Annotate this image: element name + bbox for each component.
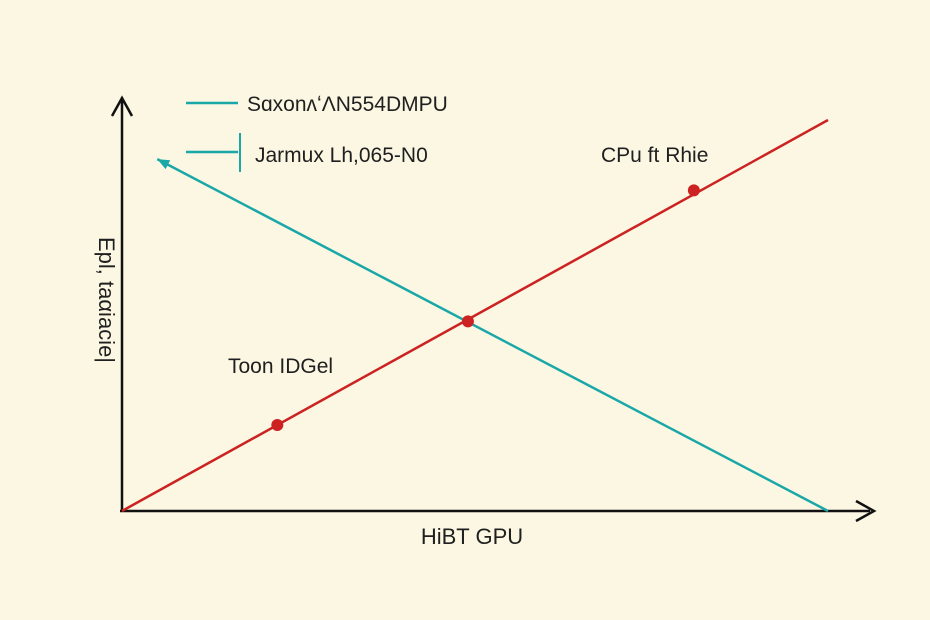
x-axis-label: HiBT GPU: [421, 524, 523, 549]
series-line-1: [121, 118, 829, 513]
data-point-1-2: [461, 315, 474, 328]
annotation-toon: Toon IDGel: [228, 355, 333, 378]
axes: [110, 95, 877, 523]
series-line-2: [156, 157, 829, 513]
data-point-1-1: [271, 418, 284, 431]
series-layer: [121, 118, 829, 513]
x-axis-arrow: [855, 499, 877, 523]
data-point-1-3: [687, 184, 700, 197]
marker-layer: [271, 184, 700, 431]
annotation-cpu: CPu ft Rhie: [601, 144, 708, 167]
legend: SɑxonʌʻɅN554DMPU Jarmux Lh,065-N0: [186, 93, 448, 172]
legend-label-2: Jarmux Lh,065-N0: [255, 144, 428, 167]
series-arrowhead-2: [157, 159, 171, 170]
y-axis-label: Epl, taαiacie|: [94, 237, 119, 363]
legend-label-1: SɑxonʌʻɅN554DMPU: [247, 93, 448, 116]
y-axis-arrow: [110, 95, 134, 117]
